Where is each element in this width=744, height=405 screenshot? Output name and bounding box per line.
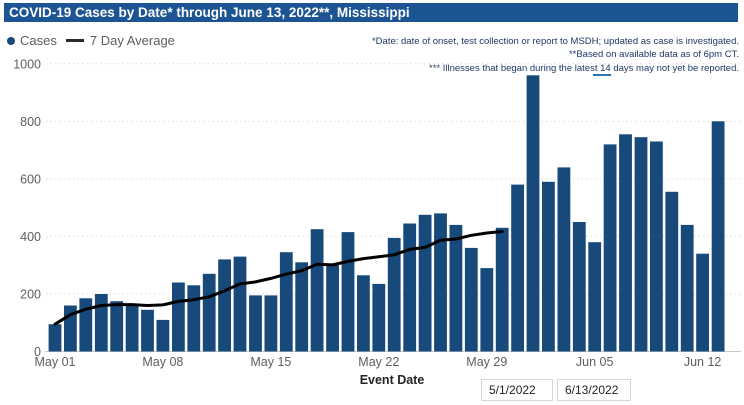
bar-jun-06[interactable]	[603, 144, 617, 352]
legend-cases-label[interactable]: Cases	[20, 33, 57, 48]
bar-may-05[interactable]	[110, 301, 124, 352]
bar-jun-04[interactable]	[572, 222, 586, 352]
bar-jun-08[interactable]	[634, 137, 648, 352]
x-tick-label: Jun 05	[576, 355, 614, 369]
y-tick-label: 0	[34, 345, 41, 359]
cases-legend-dot-icon	[7, 36, 15, 45]
bar-may-16[interactable]	[279, 252, 293, 352]
bar-may-22[interactable]	[372, 283, 386, 352]
avg-legend-line-icon	[65, 39, 84, 42]
bar-jun-01[interactable]	[526, 75, 540, 352]
bar-may-27[interactable]	[449, 224, 463, 352]
bar-jun-12[interactable]	[696, 253, 709, 352]
bar-may-01[interactable]	[48, 324, 62, 352]
bar-may-23[interactable]	[387, 237, 401, 352]
bar-may-08[interactable]	[156, 319, 170, 352]
seven-day-average-line	[53, 230, 504, 326]
bar-may-24[interactable]	[403, 223, 417, 352]
bar-may-15[interactable]	[264, 295, 278, 352]
bar-may-18[interactable]	[310, 229, 324, 352]
bar-may-17[interactable]	[295, 262, 309, 352]
bar-jun-13[interactable]	[711, 121, 725, 352]
bar-may-03[interactable]	[79, 298, 93, 352]
x-axis-title: Event Date	[359, 373, 425, 387]
bar-jun-10[interactable]	[665, 191, 679, 352]
bar-may-30[interactable]	[495, 227, 509, 352]
y-tick-label: 600	[20, 172, 41, 186]
bar-may-14[interactable]	[249, 295, 262, 352]
bar-may-25[interactable]	[418, 214, 432, 352]
bar-may-09[interactable]	[172, 282, 185, 352]
bar-may-31[interactable]	[511, 184, 524, 352]
bar-jun-02[interactable]	[542, 181, 555, 352]
bar-may-19[interactable]	[326, 263, 339, 352]
chart-legend: Cases 7 Day Average	[7, 33, 175, 48]
bar-jun-03[interactable]	[557, 167, 571, 352]
chart-title: COVID-19 Cases by Date* through June 13,…	[9, 5, 410, 20]
bar-may-20[interactable]	[341, 232, 355, 352]
chart-title-bar: COVID-19 Cases by Date* through June 13,…	[4, 3, 738, 22]
bar-may-29[interactable]	[480, 268, 494, 352]
y-tick-label: 1000	[13, 57, 41, 71]
start-date-input[interactable]	[481, 379, 553, 401]
end-date-input[interactable]	[557, 379, 631, 401]
footnote-latest-14-days: *** Illnesses that began during the late…	[429, 62, 739, 74]
bar-jun-07[interactable]	[619, 134, 632, 352]
bar-may-07[interactable]	[141, 309, 154, 352]
annotation-underline-artifact	[593, 74, 611, 76]
footnotes: *Date: date of onset, test collection or…	[372, 35, 739, 75]
x-tick-label: May 29	[466, 355, 507, 369]
bar-may-11[interactable]	[202, 273, 216, 352]
y-tick-label: 200	[20, 287, 41, 301]
bar-may-26[interactable]	[434, 213, 447, 352]
bar-jun-11[interactable]	[680, 224, 694, 352]
bar-jun-09[interactable]	[650, 141, 663, 352]
footnote-date-definition: *Date: date of onset, test collection or…	[371, 36, 739, 47]
bar-may-04[interactable]	[94, 294, 108, 352]
footnote-data-asof: **Based on available data as of 6pm CT.	[568, 49, 739, 61]
bar-may-10[interactable]	[187, 285, 201, 352]
bar-jun-05[interactable]	[588, 242, 602, 352]
bar-may-13[interactable]	[233, 256, 247, 352]
bar-may-12[interactable]	[218, 259, 231, 352]
x-tick-label: May 08	[142, 355, 183, 369]
bar-may-28[interactable]	[464, 247, 478, 352]
y-tick-label: 800	[20, 115, 41, 129]
x-tick-label: May 01	[35, 355, 76, 369]
y-tick-label: 400	[20, 230, 41, 244]
x-tick-label: May 15	[250, 355, 291, 369]
bar-may-21[interactable]	[357, 275, 370, 352]
bar-may-06[interactable]	[125, 305, 139, 352]
x-tick-label: May 22	[358, 355, 399, 369]
x-tick-label: Jun 12	[684, 355, 722, 369]
legend-avg-label[interactable]: 7 Day Average	[89, 33, 175, 48]
